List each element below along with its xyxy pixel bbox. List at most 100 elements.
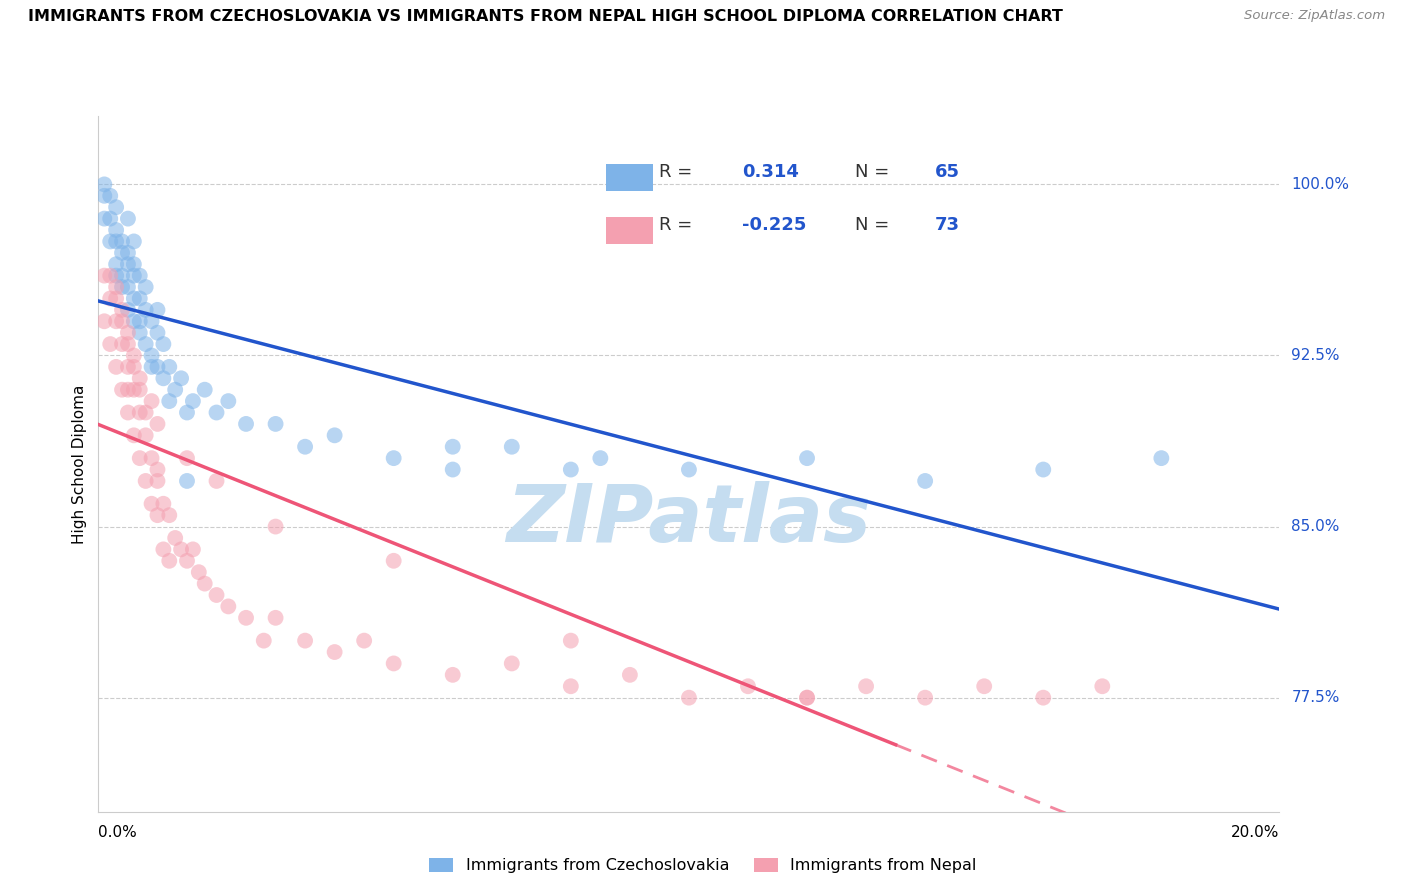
Point	[98, 292, 121, 306]
Point	[141, 314, 163, 328]
Text: -0.225: -0.225	[742, 216, 806, 234]
Point	[98, 211, 121, 226]
Point	[441, 440, 464, 454]
Point	[382, 451, 405, 466]
Point	[152, 337, 174, 351]
Point	[678, 690, 700, 705]
Point	[93, 314, 115, 328]
Point	[117, 257, 139, 271]
Point	[117, 326, 139, 340]
Point	[111, 280, 134, 294]
Point	[93, 211, 115, 226]
Point	[1091, 679, 1114, 693]
Point	[235, 611, 257, 625]
Text: 0.0%: 0.0%	[98, 825, 138, 840]
Point	[105, 235, 128, 249]
Point	[135, 302, 157, 317]
Point	[165, 383, 187, 397]
Point	[253, 633, 276, 648]
Point	[194, 576, 217, 591]
Point	[152, 371, 174, 385]
Point	[122, 383, 145, 397]
Point	[157, 554, 180, 568]
Point	[122, 359, 145, 374]
Y-axis label: High School Diploma: High School Diploma	[72, 384, 87, 543]
FancyBboxPatch shape	[606, 164, 654, 191]
Point	[146, 302, 169, 317]
Point	[128, 268, 150, 283]
Point	[152, 542, 174, 557]
Point	[194, 383, 217, 397]
Point	[176, 451, 198, 466]
Point	[181, 542, 204, 557]
Point	[122, 257, 145, 271]
Point	[152, 497, 174, 511]
Point	[117, 302, 139, 317]
Point	[141, 394, 163, 409]
Point	[105, 292, 128, 306]
Point	[98, 189, 121, 203]
Point	[157, 508, 180, 523]
Point	[501, 440, 523, 454]
Point	[176, 474, 198, 488]
Point	[111, 245, 134, 260]
Point	[187, 565, 209, 579]
Point	[128, 383, 150, 397]
Point	[176, 405, 198, 419]
Text: R =: R =	[658, 162, 703, 180]
Point	[264, 611, 287, 625]
Point	[111, 337, 134, 351]
Point	[205, 405, 228, 419]
Point	[264, 519, 287, 533]
Point	[560, 679, 582, 693]
Point	[165, 531, 187, 545]
Point	[135, 280, 157, 294]
Point	[157, 394, 180, 409]
Point	[105, 223, 128, 237]
Point	[122, 235, 145, 249]
Text: R =: R =	[658, 216, 703, 234]
Text: 20.0%: 20.0%	[1232, 825, 1279, 840]
Point	[117, 245, 139, 260]
Point	[128, 371, 150, 385]
Point	[170, 542, 193, 557]
Text: N =: N =	[855, 216, 896, 234]
Point	[619, 668, 641, 682]
Point	[98, 235, 121, 249]
Point	[560, 633, 582, 648]
Point	[122, 349, 145, 363]
Text: 65: 65	[935, 162, 960, 180]
Point	[1032, 462, 1054, 476]
Point	[441, 462, 464, 476]
Point	[122, 292, 145, 306]
Point	[146, 474, 169, 488]
Point	[170, 371, 193, 385]
Point	[146, 417, 169, 431]
Point	[235, 417, 257, 431]
Point	[146, 508, 169, 523]
Point	[678, 462, 700, 476]
Point	[111, 314, 134, 328]
Text: ZIPatlas: ZIPatlas	[506, 481, 872, 558]
Point	[135, 474, 157, 488]
Point	[117, 211, 139, 226]
Point	[117, 383, 139, 397]
Point	[122, 268, 145, 283]
Point	[128, 405, 150, 419]
Text: 92.5%: 92.5%	[1291, 348, 1340, 363]
Point	[146, 326, 169, 340]
Text: N =: N =	[855, 162, 896, 180]
Point	[141, 349, 163, 363]
Point	[93, 268, 115, 283]
Point	[205, 588, 228, 602]
Point	[323, 645, 346, 659]
Point	[441, 668, 464, 682]
Point	[105, 200, 128, 214]
Point	[176, 554, 198, 568]
Point	[560, 462, 582, 476]
Point	[105, 268, 128, 283]
Point	[914, 474, 936, 488]
Legend: Immigrants from Czechoslovakia, Immigrants from Nepal: Immigrants from Czechoslovakia, Immigran…	[423, 851, 983, 880]
Point	[93, 178, 115, 192]
Point	[117, 337, 139, 351]
